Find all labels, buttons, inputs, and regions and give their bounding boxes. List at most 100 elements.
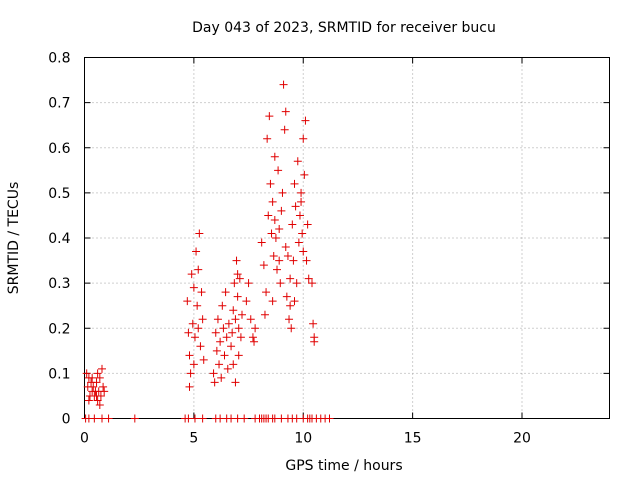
data-point [271, 234, 280, 242]
data-point [199, 355, 208, 364]
data-point [93, 369, 102, 378]
data-point [190, 333, 199, 342]
data-point [290, 297, 299, 306]
data-point [212, 346, 221, 355]
data-point [238, 310, 246, 319]
data-point [92, 391, 101, 400]
data-point [302, 256, 311, 265]
data-point [289, 256, 298, 265]
chart-title: Day 043 of 2023, SRMTID for receiver buc… [192, 20, 496, 36]
data-point [198, 315, 207, 324]
data-point [104, 414, 113, 423]
data-point [300, 170, 309, 179]
data-point [234, 324, 243, 333]
y-tick-label: 0.7 [48, 96, 70, 112]
data-point [285, 315, 294, 324]
data-point [274, 166, 283, 175]
data-point [215, 360, 224, 369]
data-point [308, 279, 316, 288]
data-points [81, 80, 334, 423]
data-point [233, 270, 242, 279]
data-point [244, 279, 253, 288]
data-point [304, 274, 313, 283]
data-point [95, 373, 104, 382]
data-point [263, 134, 272, 143]
data-point [301, 116, 310, 125]
data-point [303, 220, 312, 229]
data-point [197, 288, 206, 297]
data-point [270, 215, 279, 224]
x-tick-label: 0 [80, 431, 89, 447]
data-point [184, 328, 193, 337]
data-point [189, 360, 198, 369]
x-tick-label: 15 [404, 431, 422, 447]
data-point [286, 274, 295, 283]
data-point [281, 243, 290, 252]
data-point [130, 414, 139, 423]
data-point [251, 324, 260, 333]
data-point [211, 328, 220, 337]
data-point [297, 188, 306, 197]
data-point [229, 306, 238, 315]
data-point [259, 261, 268, 270]
data-point [198, 414, 207, 423]
data-point [246, 315, 255, 324]
y-tick-label: 0.3 [48, 276, 70, 292]
y-tick-label: 0.1 [48, 366, 70, 382]
data-point [257, 238, 266, 247]
data-point [270, 152, 279, 161]
data-point [283, 252, 292, 261]
data-point [185, 351, 194, 360]
data-point [268, 197, 277, 206]
data-point [210, 378, 219, 387]
data-point [282, 292, 291, 301]
data-point [290, 179, 299, 188]
x-axis-title: GPS time / hours [285, 458, 402, 474]
data-point [269, 252, 278, 261]
data-point [288, 220, 297, 229]
data-point [248, 333, 257, 342]
data-point [250, 337, 259, 346]
data-point [281, 107, 290, 116]
data-point [228, 328, 237, 337]
data-point [223, 364, 232, 373]
data-point [217, 373, 226, 382]
y-tick-label: 0.2 [48, 321, 70, 337]
y-axis-title: SRMTID / TECUs [6, 182, 22, 295]
data-point [185, 382, 194, 391]
data-point [325, 414, 334, 423]
data-point [222, 333, 231, 342]
data-point [310, 337, 319, 346]
data-point [275, 256, 284, 265]
y-axis: 0 0.1 0.2 0.3 0.4 0.5 0.6 0.7 0.8 [48, 51, 610, 428]
data-point [298, 229, 307, 238]
plot-frame [84, 57, 610, 419]
data-point [220, 351, 229, 360]
data-point [309, 319, 318, 328]
data-point [196, 342, 205, 351]
x-axis: 0 5 10 15 20 [80, 57, 531, 447]
data-point [242, 297, 251, 306]
data-point [299, 134, 308, 143]
data-point [265, 112, 274, 121]
data-point [209, 369, 218, 378]
data-point [235, 274, 244, 283]
data-point [100, 387, 109, 396]
data-point [90, 414, 99, 423]
x-tick-label: 10 [294, 431, 312, 447]
data-point [219, 324, 228, 333]
data-point [95, 400, 104, 409]
data-point [267, 229, 276, 238]
data-point [260, 310, 269, 319]
data-point [227, 342, 236, 351]
x-tick-label: 20 [513, 431, 531, 447]
data-point [192, 247, 201, 256]
data-point [286, 301, 295, 310]
data-point [92, 378, 101, 387]
y-tick-label: 0.5 [48, 186, 70, 202]
data-point [88, 373, 97, 382]
data-point [234, 351, 243, 360]
data-point [264, 211, 273, 220]
x-tick-label: 5 [189, 431, 198, 447]
